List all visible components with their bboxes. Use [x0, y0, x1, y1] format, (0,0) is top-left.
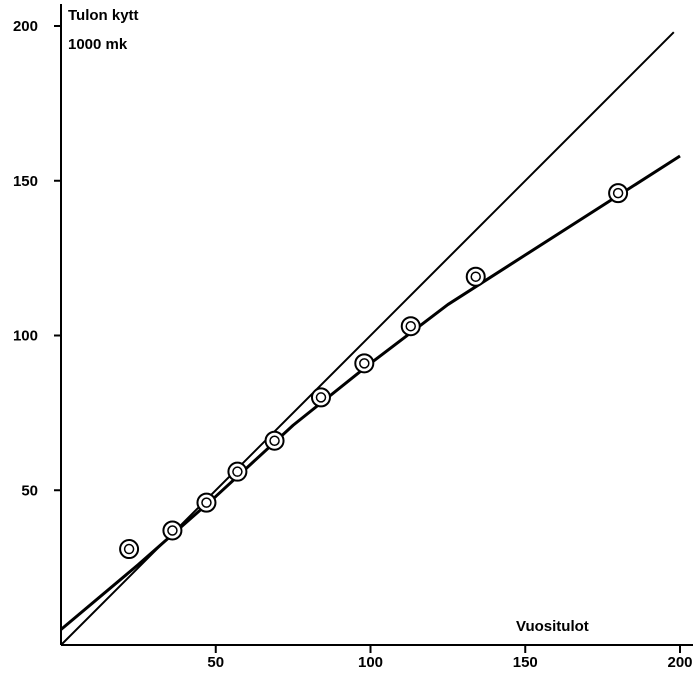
data-point: [400, 316, 421, 337]
y-tick-label: 50: [21, 482, 38, 499]
data-point-inner-ring: [470, 271, 481, 282]
data-point-outer-ring: [227, 461, 248, 482]
y-axis-label-line-2: 1000 mk: [68, 36, 128, 53]
data-point-inner-ring: [167, 525, 178, 536]
data-point: [608, 183, 629, 204]
y-tick-label: 100: [13, 328, 38, 345]
data-point-outer-ring: [608, 183, 629, 204]
data-point-outer-ring: [354, 353, 375, 374]
data-point: [354, 353, 375, 374]
axes: 50 100 150 200 50 100 150 200: [13, 4, 693, 671]
data-point-outer-ring: [310, 387, 331, 408]
data-point-outer-ring: [400, 316, 421, 337]
data-point-inner-ring: [269, 435, 280, 446]
data-point-inner-ring: [405, 320, 416, 332]
lines: [60, 31, 681, 646]
y-axis-label-line-1: Tulon kytt: [68, 7, 139, 24]
data-point: [310, 387, 331, 408]
data-point-inner-ring: [315, 392, 327, 403]
data-points: [119, 183, 629, 560]
data-point-inner-ring: [612, 187, 624, 199]
data-point: [227, 461, 248, 482]
x-tick-label: 150: [513, 654, 538, 671]
data-point: [196, 492, 217, 513]
data-point: [119, 539, 140, 560]
data-point-outer-ring: [162, 520, 183, 541]
x-tick-label: 50: [207, 654, 224, 671]
x-tick-label: 200: [667, 654, 692, 671]
data-point: [465, 266, 486, 287]
data-point-outer-ring: [264, 430, 285, 451]
x-axis-label: Vuositulot: [516, 618, 589, 635]
data-point-inner-ring: [359, 358, 370, 369]
data-point-outer-ring: [196, 492, 217, 513]
x-tick-label: 100: [358, 654, 383, 671]
data-point-inner-ring: [232, 466, 243, 477]
data-point-inner-ring: [201, 497, 212, 508]
data-point-outer-ring: [119, 539, 140, 560]
y-tick-label: 200: [13, 18, 38, 35]
data-point-outer-ring: [465, 266, 486, 287]
y-tick-label: 150: [13, 173, 38, 190]
data-point-inner-ring: [123, 543, 135, 555]
data-point: [264, 430, 285, 451]
fitted-curve: [60, 154, 681, 631]
data-point: [162, 520, 183, 541]
